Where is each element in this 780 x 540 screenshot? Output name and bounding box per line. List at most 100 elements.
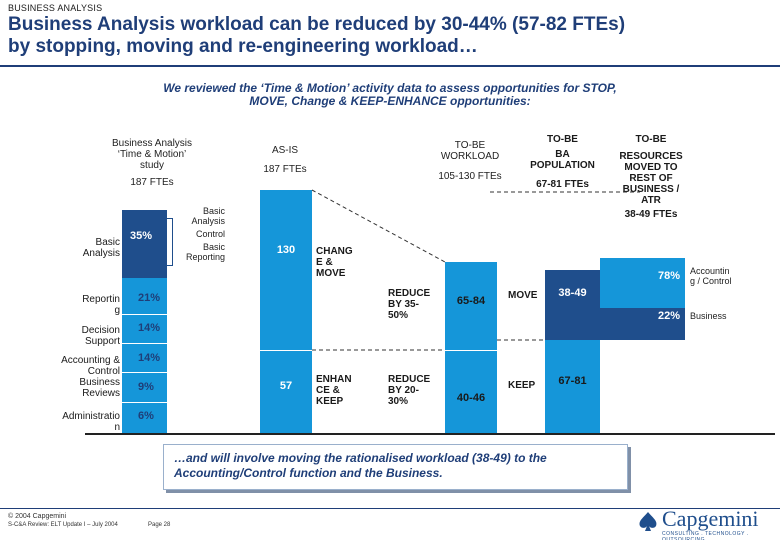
tm-segment-divider [122, 402, 167, 403]
category-label-decision-support: Decision Support [30, 325, 120, 347]
sub-label-reporting: Basic Reporting [170, 242, 225, 262]
ba-header-line: BA [555, 149, 570, 160]
footer-doc: S-C&A Review: ELT Update I – July 2004 [8, 522, 118, 528]
as-is-label-line: KEEP [316, 396, 344, 407]
resources-header-line: TO-BE [635, 134, 667, 145]
title-line-1: Business Analysis workload can be reduce… [8, 14, 626, 35]
resources-header-line: MOVED TO [624, 162, 678, 173]
sub-label-line: Control [195, 229, 225, 239]
as-is-label-line: E & [316, 257, 333, 268]
sub-label-line: Reporting [185, 252, 225, 262]
to-be-workload-header: TO-BE WORKLOAD 105-130 FTEs [415, 140, 525, 182]
to-be-workload-bar [445, 262, 497, 433]
reduce-label-line: REDUCE [388, 288, 431, 299]
category-label-line: Decision [81, 325, 120, 336]
tm-segment-basic-analysis [122, 210, 167, 278]
reduce-label-line: 30% [388, 396, 409, 407]
ba-header-line: TO-BE [547, 134, 578, 145]
ba-header-line: POPULATION [530, 160, 595, 171]
as-is-header-fte: 187 FTEs [263, 164, 307, 175]
subtitle-line-2: MOVE, Change & KEEP-ENHANCE opportunitie… [249, 94, 531, 108]
tm-segment-divider [122, 372, 167, 373]
footer-left: © 2004 Capgemini S-C&A Review: ELT Updat… [8, 513, 118, 529]
reduce-label-line: 50% [388, 310, 409, 321]
reduce-label-line: REDUCE [388, 374, 431, 385]
resources-segment-business [600, 308, 685, 340]
ba-segment-keep [545, 340, 600, 433]
sub-label-analysis: Basic Analysis Control [175, 206, 225, 239]
tm-pct-accounting-control: 14% [138, 352, 161, 364]
action-label-keep: KEEP [508, 380, 536, 391]
category-label-reporting: Reportin g [30, 294, 120, 316]
tm-study-header: Business Analysis ‘Time & Motion’ study … [92, 138, 212, 188]
ba-range-move: 38-49 [558, 287, 587, 299]
category-label-line: Administratio [62, 411, 120, 422]
to-be-resources-header: TO-BE RESOURCES MOVED TO REST OF BUSINES… [608, 134, 694, 220]
tm-pct-reporting: 21% [138, 292, 161, 304]
reduce-label-move: REDUCE BY 35- 50% [388, 288, 430, 321]
footer-page: Page 28 [148, 522, 171, 528]
as-is-header: AS-IS 187 FTEs [240, 145, 330, 175]
resources-header-line: RESOURCES [619, 151, 683, 162]
dashed-connector-top [311, 189, 446, 263]
as-is-bar [260, 190, 312, 433]
tm-pct-administration: 6% [138, 410, 154, 422]
category-label-accounting: Accounting & Control Business Reviews [30, 355, 120, 399]
resources-label-business: Business [690, 311, 727, 321]
title-line-2: by stopping, moving and re-engineering w… [8, 36, 478, 57]
workload-divider [445, 350, 497, 351]
as-is-label-line: CHANG [316, 246, 353, 257]
conclusion-note: …and will involve moving the rationalise… [163, 444, 628, 490]
category-label-line: Accounting & [61, 355, 120, 366]
category-label-line: Business [79, 377, 120, 388]
as-is-value-enhance-keep: 57 [279, 380, 293, 392]
action-label-move: MOVE [508, 290, 538, 301]
tm-segment-divider [122, 314, 167, 315]
as-is-label-line: MOVE [316, 268, 346, 279]
category-label-line: Support [84, 336, 120, 347]
spade-icon [639, 512, 657, 531]
category-label-administration: Administratio n [30, 411, 120, 433]
resources-pct-accounting: 78% [657, 270, 680, 282]
ba-header-fte: 67-81 FTEs [536, 179, 589, 190]
reduce-label-line: BY 20- [388, 385, 419, 396]
category-label-basic-analysis: Basic Analysis [30, 237, 120, 259]
sub-label-line: Basic [202, 206, 225, 216]
logo-tagline: CONSULTING . TECHNOLOGY . OUTSOURCING [662, 531, 749, 540]
tm-header-line: ‘Time & Motion’ [117, 149, 187, 160]
resources-label-line: g / Control [690, 276, 732, 286]
tm-pct-basic-analysis: 35% [130, 230, 153, 242]
ba-segment-move [545, 270, 600, 340]
subtitle-line-1: We reviewed the ‘Time & Motion’ activity… [163, 81, 617, 95]
resources-header-fte: 38-49 FTEs [624, 209, 678, 220]
resources-label-line: Accountin [690, 266, 730, 276]
as-is-label-line: ENHAN [316, 374, 352, 385]
category-label-line: Reportin [82, 294, 120, 305]
note-line-2: Accounting/Control function and the Busi… [174, 466, 443, 480]
resources-header-line: REST OF [629, 173, 673, 184]
workload-range-keep: 40-46 [456, 392, 486, 404]
title-divider [0, 65, 780, 67]
section-kicker: BUSINESS ANALYSIS [8, 3, 103, 13]
category-label-line: Analysis [82, 248, 120, 259]
category-label-line: n [114, 422, 120, 433]
resources-segment-accounting [600, 258, 685, 308]
tm-pct-decision-support: 14% [138, 322, 161, 334]
sub-label-line: Analysis [191, 216, 225, 226]
tm-header-line: Business Analysis [111, 138, 193, 149]
logo-name: Capgemini [662, 506, 759, 531]
tm-segment-rest [122, 278, 167, 433]
category-label-line: Basic [95, 237, 120, 248]
as-is-label-enhance-keep: ENHAN CE & KEEP [316, 374, 352, 407]
basic-analysis-bracket [167, 218, 173, 266]
as-is-header-line: AS-IS [271, 145, 299, 156]
reduce-label-keep: REDUCE BY 20- 30% [388, 374, 430, 407]
capgemini-logo: Capgemini CONSULTING . TECHNOLOGY . OUTS… [636, 506, 776, 540]
tm-header-fte: 187 FTEs [130, 177, 174, 188]
as-is-label-line: CE & [316, 385, 340, 396]
page-title: Business Analysis workload can be reduce… [8, 14, 776, 58]
workload-header-fte: 105-130 FTEs [438, 171, 502, 182]
resources-pct-business: 22% [657, 310, 680, 322]
workload-range-move: 65-84 [456, 295, 486, 307]
